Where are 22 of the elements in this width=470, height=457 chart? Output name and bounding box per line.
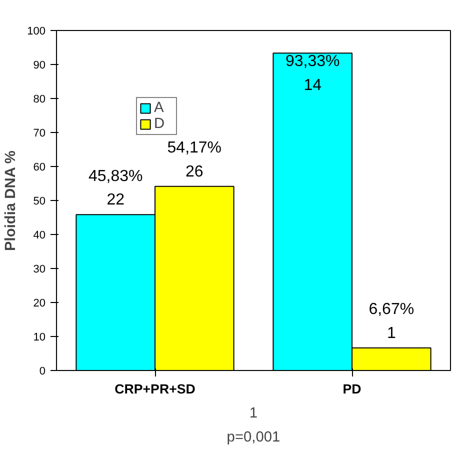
y-tick-label: 90 [33, 60, 46, 72]
data-label: 6,67% 1 [368, 301, 414, 342]
y-tick-label: 60 [33, 162, 46, 174]
y-tick-label: 0 [39, 366, 46, 378]
legend-label: D [154, 116, 166, 132]
y-tick-label: 80 [33, 94, 46, 106]
data-label: 54,17% 26 [167, 140, 222, 180]
text: 1 [249, 406, 258, 422]
y-tick-label: 30 [33, 264, 46, 276]
y-tick-label: 10 [33, 332, 46, 344]
y-axis-title: Ploidia DNA % [3, 150, 20, 251]
y-tick-label: 40 [33, 230, 46, 242]
y-tick-label: 50 [33, 196, 46, 208]
x-tick-label: CRP+PR+SD [114, 382, 196, 396]
legend-label: A [154, 100, 165, 116]
x-tick-label: PD [342, 382, 362, 396]
y-tick-label: 70 [33, 128, 46, 140]
y-tick-label: 20 [33, 298, 46, 310]
data-label: 45,83% 22 [88, 168, 143, 209]
y-tick-label: 100 [27, 26, 46, 38]
data-label: 93,33% 14 [285, 53, 340, 94]
text: p=0,001 [226, 430, 280, 446]
